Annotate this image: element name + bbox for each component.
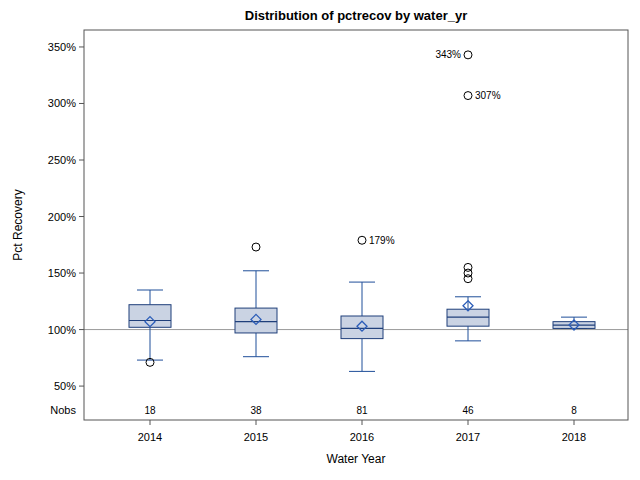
whisker-low <box>362 339 363 372</box>
whisker-cap-high <box>137 290 163 291</box>
x-tick <box>468 420 469 425</box>
box <box>235 308 277 333</box>
y-tick-label: 100% <box>48 324 76 336</box>
plot-frame <box>84 30 628 420</box>
x-tick-label: 2016 <box>350 431 374 443</box>
whisker-high <box>362 282 363 316</box>
x-axis-label: Water Year <box>327 452 386 466</box>
x-tick-label: 2017 <box>456 431 480 443</box>
whisker-cap-low <box>349 371 375 372</box>
nobs: 38 <box>250 405 262 416</box>
outlier <box>464 51 472 59</box>
y-tick <box>79 329 84 330</box>
box <box>341 316 383 339</box>
outlier <box>464 275 472 283</box>
whisker-high <box>468 297 469 309</box>
whisker-cap-low <box>243 356 269 357</box>
whisker-low <box>256 333 257 357</box>
mean <box>569 320 579 330</box>
outlier <box>358 236 366 244</box>
median <box>235 321 277 322</box>
whisker-cap-low <box>455 340 481 341</box>
y-tick <box>79 103 84 104</box>
x-tick <box>256 420 257 425</box>
outlier <box>464 92 472 100</box>
whisker-cap-high <box>349 282 375 283</box>
chart: Distribution of pctrecov by water_yr 50% 1… <box>0 0 640 480</box>
y-tick-label: 200% <box>48 211 76 223</box>
mean <box>251 314 261 324</box>
x-tick <box>362 420 363 425</box>
nobs: 8 <box>571 405 577 416</box>
mean <box>357 321 367 331</box>
median <box>341 328 383 329</box>
nobs: 18 <box>144 405 156 416</box>
median <box>553 324 595 325</box>
y-tick <box>79 216 84 217</box>
nobs-label: Nobs <box>50 404 76 416</box>
whisker-cap-low <box>137 360 163 361</box>
y-tick <box>79 273 84 274</box>
whisker-cap-high <box>243 270 269 271</box>
y-tick <box>79 46 84 47</box>
outlier-label: 343% <box>435 49 461 60</box>
annotations: 179% 343% 307% <box>369 49 501 245</box>
outlier-label: 179% <box>369 235 395 246</box>
box <box>129 305 171 328</box>
nobs: 81 <box>356 405 368 416</box>
y-tick-label: 150% <box>48 267 76 279</box>
y-tick-label: 300% <box>48 97 76 109</box>
nobs: 46 <box>462 405 474 416</box>
whisker-low <box>468 326 469 341</box>
box <box>447 309 489 326</box>
y-tick-label: 50% <box>54 380 76 392</box>
whisker-low <box>150 327 151 360</box>
title: Distribution of pctrecov by water_yr <box>245 8 468 23</box>
mean <box>463 301 473 311</box>
x-tick-label: 2014 <box>138 431 162 443</box>
plot-marks <box>84 51 628 372</box>
y-tick-label: 350% <box>48 41 76 53</box>
x-tick-label: 2015 <box>244 431 268 443</box>
outlier <box>146 358 154 366</box>
background <box>0 0 640 480</box>
y-tick-label: 250% <box>48 154 76 166</box>
outlier-label: 307% <box>475 90 501 101</box>
x-tick-label: 2018 <box>562 431 586 443</box>
whisker-cap-high <box>455 296 481 297</box>
median <box>447 317 489 318</box>
mean <box>145 317 155 327</box>
outlier <box>252 243 260 251</box>
whisker-cap-high <box>561 317 587 318</box>
whisker-high <box>150 290 151 305</box>
y-axis-label: Pct Recovery <box>11 189 25 260</box>
whisker-high <box>256 271 257 308</box>
x-tick <box>574 420 575 425</box>
median <box>129 320 171 321</box>
y-tick <box>79 160 84 161</box>
x-tick <box>150 420 151 425</box>
y-tick <box>79 386 84 387</box>
box <box>553 322 595 329</box>
